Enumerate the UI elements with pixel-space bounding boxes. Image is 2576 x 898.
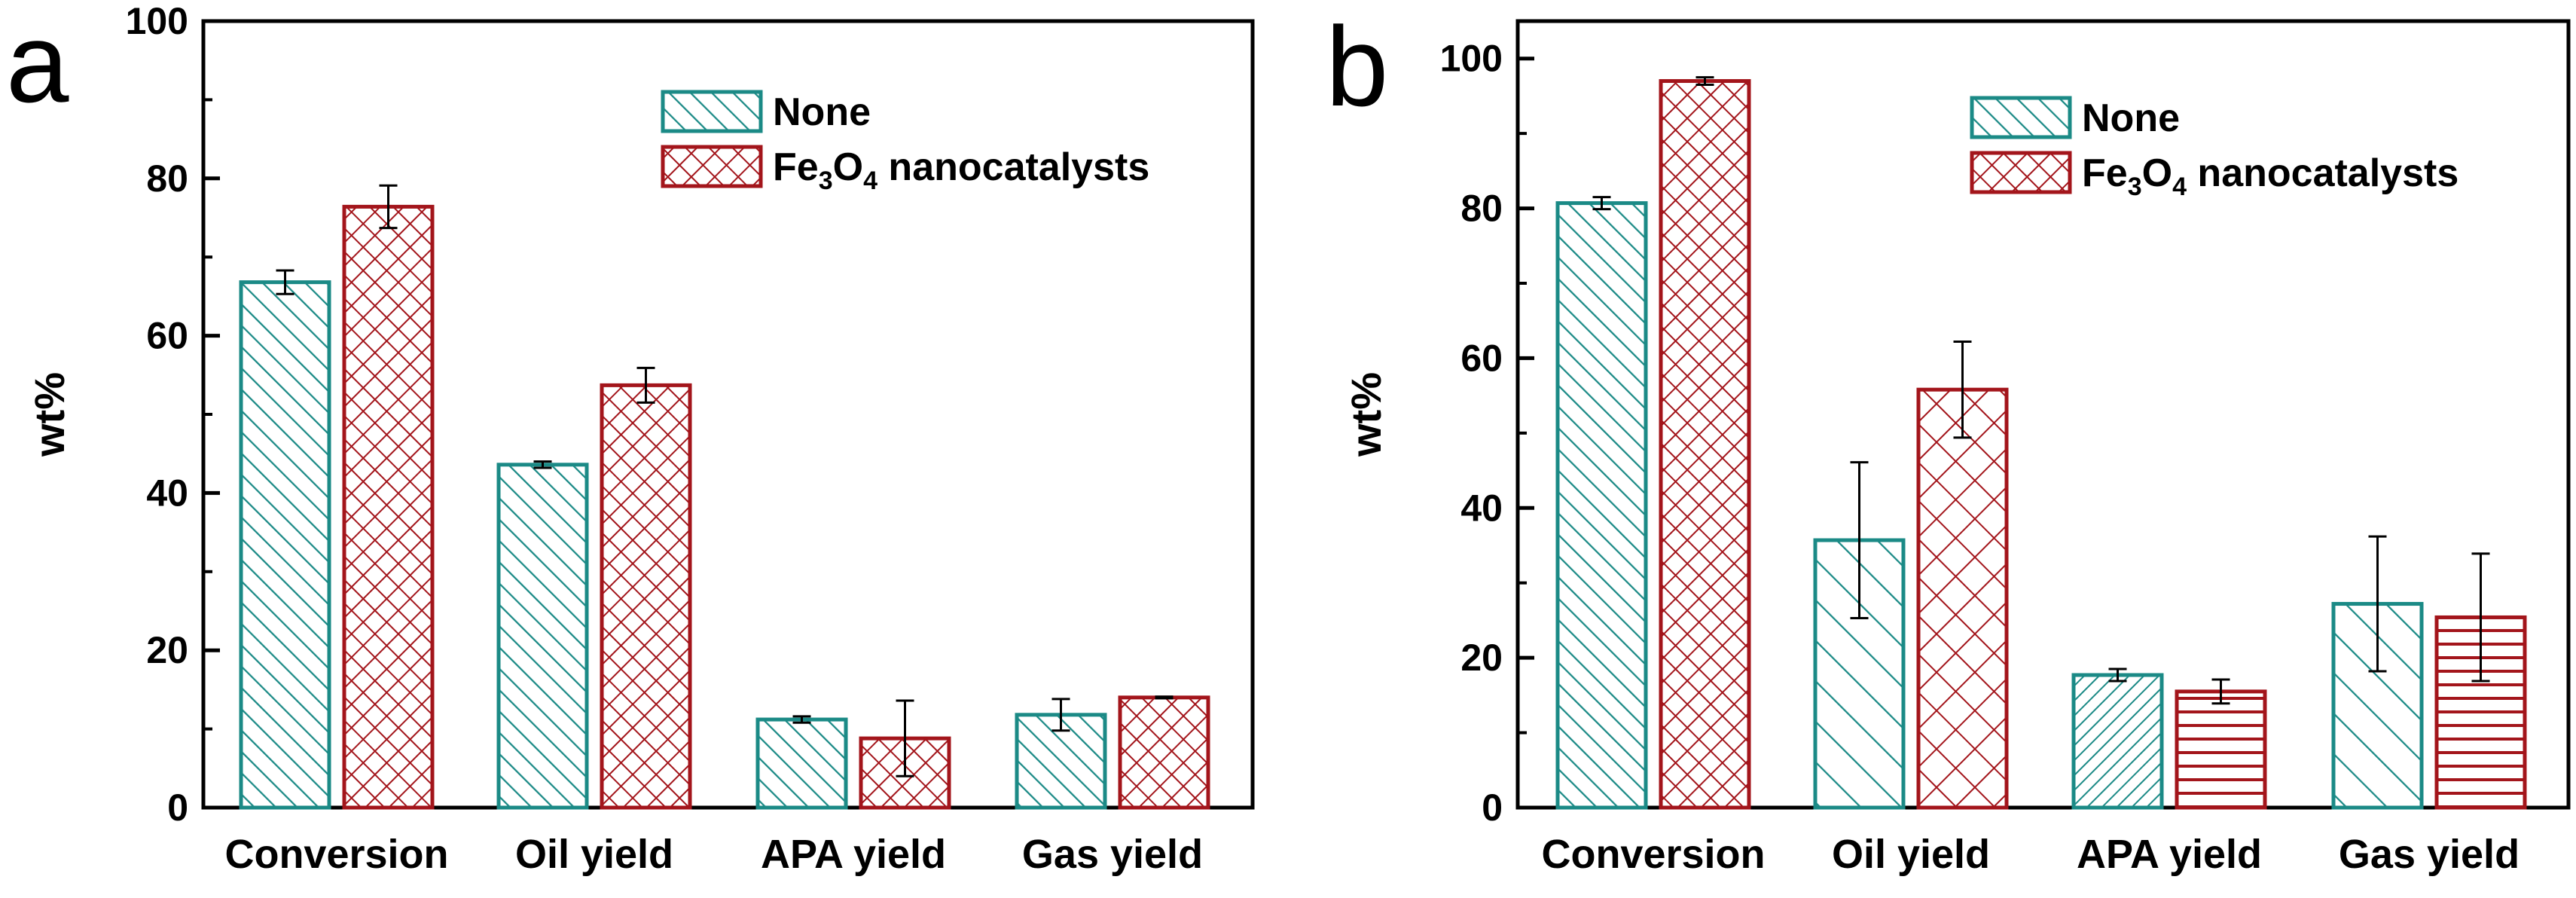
legend-label-part: O [833, 145, 863, 189]
bar-fe3o4 [342, 204, 435, 810]
legend-label-none: None [2082, 96, 2180, 140]
legend-label-part: O [2142, 151, 2172, 195]
legend-label-part: nanocatalysts [877, 145, 1149, 189]
y-tick-label: 60 [1460, 337, 1503, 379]
y-axis-title: wt% [1342, 372, 1390, 457]
legend-label-fe3o4: Fe3O4 nanocatalysts [2082, 151, 2458, 201]
plot-frame [1515, 19, 2571, 810]
panel-label: b [1326, 3, 1388, 130]
y-tick-label: 40 [146, 472, 188, 514]
y-tick-label: 0 [1482, 787, 1503, 829]
y-tick-label: 100 [126, 0, 188, 42]
x-category-label: Oil yield [1832, 832, 1990, 877]
y-tick-label: 0 [167, 787, 188, 829]
y-tick-label: 20 [146, 629, 188, 671]
legend-swatch-fe3o4 [1970, 151, 2072, 194]
panel-a: a 0 20 40 60 80 100 wt% Conversion Oil yield APA y… [6, 0, 1255, 877]
x-category-label: Gas yield [2339, 832, 2520, 877]
bar-fe3o4 [1659, 79, 1751, 810]
y-axis-title: wt% [26, 372, 73, 457]
bar-none [1015, 713, 1107, 810]
legend-label-part: Fe [773, 145, 819, 189]
x-category-label: Oil yield [515, 832, 673, 877]
bar-none [496, 463, 589, 810]
bar-fe3o4 [2175, 689, 2267, 810]
legend-swatch-fe3o4 [661, 145, 763, 188]
y-tick-label: 100 [1440, 38, 1503, 80]
legend-subscript: 3 [819, 166, 833, 195]
bar-none [755, 717, 848, 810]
bar-none [1555, 201, 1648, 810]
x-category-label: APA yield [2077, 832, 2262, 877]
panel-b: b 0 20 40 60 80 100 wt% Conversion Oil yield APA y… [1326, 3, 2571, 877]
y-tick-label: 80 [1460, 188, 1503, 230]
y-tick-label: 60 [146, 315, 188, 357]
bar-fe3o4 [600, 383, 692, 810]
x-category-label: Gas yield [1022, 832, 1203, 877]
legend-subscript: 4 [863, 166, 877, 195]
y-tick-label: 40 [1460, 487, 1503, 529]
y-tick-label: 80 [146, 157, 188, 200]
bar-fe3o4 [1916, 387, 2009, 810]
legend-swatch-none [661, 90, 763, 133]
y-tick-label: 20 [1460, 637, 1503, 679]
legend-subscript: 3 [2128, 173, 2142, 201]
x-category-label: Conversion [224, 832, 448, 877]
legend-label-none: None [773, 90, 871, 134]
bar-none [2071, 673, 2164, 810]
legend-label-part: nanocatalysts [2187, 151, 2458, 195]
bar-none [239, 280, 331, 810]
bar-fe3o4 [1118, 695, 1210, 810]
x-category-label: Conversion [1541, 832, 1765, 877]
x-category-label: APA yield [761, 832, 946, 877]
panel-label: a [6, 0, 69, 126]
legend-swatch-none [1970, 96, 2072, 139]
legend-label-part: Fe [2082, 151, 2128, 195]
legend-subscript: 4 [2172, 173, 2187, 201]
legend-label-fe3o4: Fe3O4 nanocatalysts [773, 145, 1149, 195]
